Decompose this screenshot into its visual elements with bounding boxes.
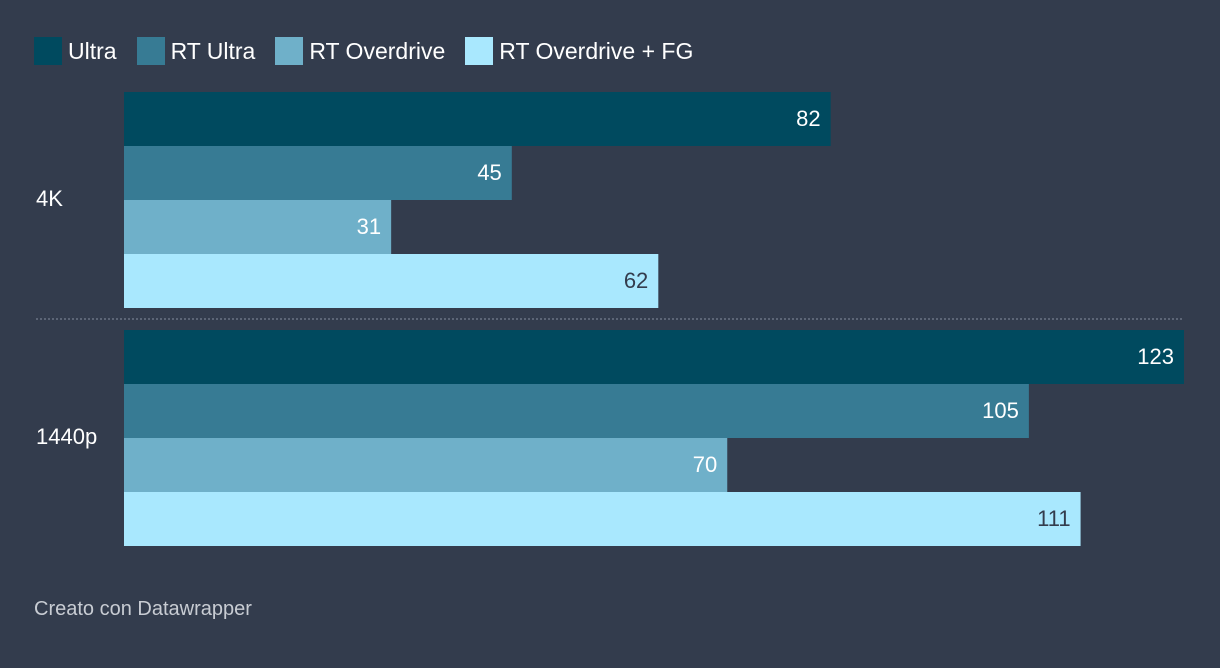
legend-swatch-rt-ultra bbox=[136, 37, 165, 65]
data-label-1440p-rt-overdrive: 70 bbox=[693, 452, 717, 477]
bar-4k-ultra bbox=[124, 92, 831, 146]
category-label-1440p: 1440p bbox=[36, 424, 97, 449]
bar-1440p-rt-overdrive-fg bbox=[124, 492, 1081, 546]
bar-group-1440p: 1440p 123 105 70 111 bbox=[36, 330, 1184, 546]
bar-4k-rt-overdrive bbox=[124, 200, 392, 254]
data-label-4k-ultra: 82 bbox=[796, 106, 820, 131]
bar-4k-rt-ultra bbox=[124, 146, 512, 200]
bar-4k-rt-overdrive-fg bbox=[124, 254, 659, 308]
bar-1440p-rt-ultra bbox=[124, 384, 1029, 438]
bar-1440p-ultra bbox=[124, 330, 1184, 384]
legend-item-rt-ultra: RT Ultra bbox=[136, 37, 256, 65]
legend-label-rt-ultra: RT Ultra bbox=[170, 38, 256, 64]
legend-swatch-ultra bbox=[34, 37, 62, 65]
footer-credit: Creato con Datawrapper bbox=[34, 598, 252, 620]
legend-swatch-rt-overdrive-fg bbox=[465, 37, 494, 65]
legend-item-rt-overdrive-fg: RT Overdrive + FG bbox=[465, 37, 693, 65]
bar-1440p-rt-overdrive bbox=[124, 438, 728, 492]
legend-item-ultra: Ultra bbox=[34, 37, 117, 65]
data-label-4k-rt-overdrive-fg: 62 bbox=[624, 268, 648, 293]
legend-label-rt-overdrive: RT Overdrive bbox=[309, 38, 446, 64]
data-label-4k-rt-ultra: 45 bbox=[477, 160, 501, 185]
legend-item-rt-overdrive: RT Overdrive bbox=[275, 37, 445, 65]
data-label-1440p-ultra: 123 bbox=[1137, 344, 1174, 369]
legend-swatch-rt-overdrive bbox=[275, 37, 304, 65]
data-label-4k-rt-overdrive: 31 bbox=[357, 214, 381, 239]
data-label-1440p-rt-ultra: 105 bbox=[982, 398, 1019, 423]
bar-group-4k: 4K 82 45 31 62 bbox=[36, 92, 831, 308]
data-label-1440p-rt-overdrive-fg: 111 bbox=[1037, 506, 1070, 531]
legend-label-ultra: Ultra bbox=[68, 38, 117, 64]
category-label-4k: 4K bbox=[36, 186, 63, 211]
legend: Ultra RT Ultra RT Overdrive RT Overdrive… bbox=[34, 36, 713, 66]
legend-label-rt-overdrive-fg: RT Overdrive + FG bbox=[499, 38, 694, 64]
